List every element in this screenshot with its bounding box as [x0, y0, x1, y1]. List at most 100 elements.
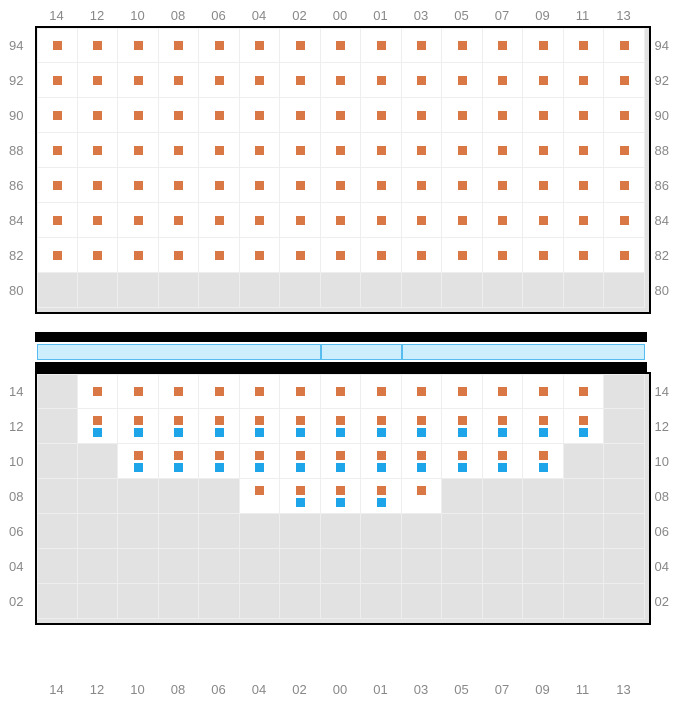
seat-marker: [498, 41, 507, 50]
seat-marker: [417, 181, 426, 190]
seat-marker: [498, 451, 507, 460]
seat-marker: [458, 463, 467, 472]
seat-cell: [523, 514, 564, 549]
seat-cell: [199, 479, 240, 514]
seat-cell: [37, 514, 78, 549]
seat-marker: [377, 146, 386, 155]
seat-marker: [498, 428, 507, 437]
seat-marker: [417, 216, 426, 225]
row-label-left: 86: [9, 178, 23, 193]
seat-cell: [483, 514, 524, 549]
seat-marker: [417, 416, 426, 425]
col-label-top: 00: [333, 8, 347, 23]
seat-marker: [458, 216, 467, 225]
col-label-bottom: 12: [90, 682, 104, 697]
seat-marker: [296, 181, 305, 190]
seat-marker: [579, 416, 588, 425]
seat-cell: [361, 479, 402, 514]
seat-marker: [579, 251, 588, 260]
seat-cell: [604, 444, 645, 479]
row-label-right: 80: [655, 283, 669, 298]
seating-diagram: 1412100806040200010305070911131412100806…: [0, 0, 680, 720]
seat-cell: [159, 479, 200, 514]
seat-marker: [255, 216, 264, 225]
seat-cell: [280, 444, 321, 479]
seat-marker: [498, 463, 507, 472]
seat-cell: [240, 444, 281, 479]
col-label-top: 12: [90, 8, 104, 23]
seat-marker: [255, 146, 264, 155]
seat-marker: [296, 387, 305, 396]
seat-marker: [579, 111, 588, 120]
seat-cell: [199, 444, 240, 479]
screen-segment: [321, 344, 402, 360]
row-label-left: 80: [9, 283, 23, 298]
seat-marker: [620, 76, 629, 85]
seat-marker: [215, 463, 224, 472]
seat-cell: [78, 549, 119, 584]
seat-marker: [498, 387, 507, 396]
seat-marker: [458, 41, 467, 50]
seat-marker: [377, 76, 386, 85]
row-label-left: 08: [9, 489, 23, 504]
seat-marker: [336, 416, 345, 425]
seat-marker: [93, 387, 102, 396]
seat-marker: [377, 428, 386, 437]
seat-marker: [134, 76, 143, 85]
seat-cell: [118, 409, 159, 444]
seat-cell: [37, 584, 78, 619]
col-label-top: 13: [616, 8, 630, 23]
seat-marker: [417, 387, 426, 396]
seat-marker: [215, 76, 224, 85]
row-label-right: 84: [655, 213, 669, 228]
seat-marker: [377, 216, 386, 225]
seat-cell: [240, 409, 281, 444]
seat-marker: [93, 41, 102, 50]
seat-cell: [118, 584, 159, 619]
seat-cell: [78, 444, 119, 479]
seat-marker: [174, 463, 183, 472]
seat-marker: [377, 451, 386, 460]
seat-marker: [377, 41, 386, 50]
seat-marker: [215, 451, 224, 460]
col-label-top: 08: [171, 8, 185, 23]
seat-marker: [336, 146, 345, 155]
seat-cell: [442, 444, 483, 479]
seat-marker: [255, 486, 264, 495]
row-label-right: 10: [655, 454, 669, 469]
seat-cell: [321, 514, 362, 549]
row-label-left: 04: [9, 559, 23, 574]
row-label-left: 94: [9, 38, 23, 53]
col-label-bottom: 09: [535, 682, 549, 697]
seat-marker: [174, 146, 183, 155]
seat-marker: [296, 428, 305, 437]
seat-cell: [37, 374, 78, 409]
seat-marker: [336, 216, 345, 225]
row-label-right: 02: [655, 594, 669, 609]
col-label-top: 09: [535, 8, 549, 23]
screen-segment: [37, 344, 321, 360]
seat-marker: [53, 251, 62, 260]
seat-marker: [174, 76, 183, 85]
row-label-left: 06: [9, 524, 23, 539]
seat-marker: [377, 251, 386, 260]
seat-cell: [604, 584, 645, 619]
seat-cell: [199, 409, 240, 444]
seat-cell: [159, 514, 200, 549]
seat-cell: [564, 273, 605, 308]
seat-cell: [199, 514, 240, 549]
seat-marker: [377, 181, 386, 190]
seat-marker: [579, 181, 588, 190]
seat-cell: [280, 273, 321, 308]
seat-marker: [296, 111, 305, 120]
seat-marker: [255, 451, 264, 460]
seat-marker: [336, 76, 345, 85]
col-label-top: 06: [211, 8, 225, 23]
seat-marker: [620, 181, 629, 190]
row-label-left: 84: [9, 213, 23, 228]
seat-marker: [539, 463, 548, 472]
seat-marker: [296, 486, 305, 495]
seat-marker: [458, 111, 467, 120]
seat-marker: [174, 428, 183, 437]
seat-marker: [539, 76, 548, 85]
